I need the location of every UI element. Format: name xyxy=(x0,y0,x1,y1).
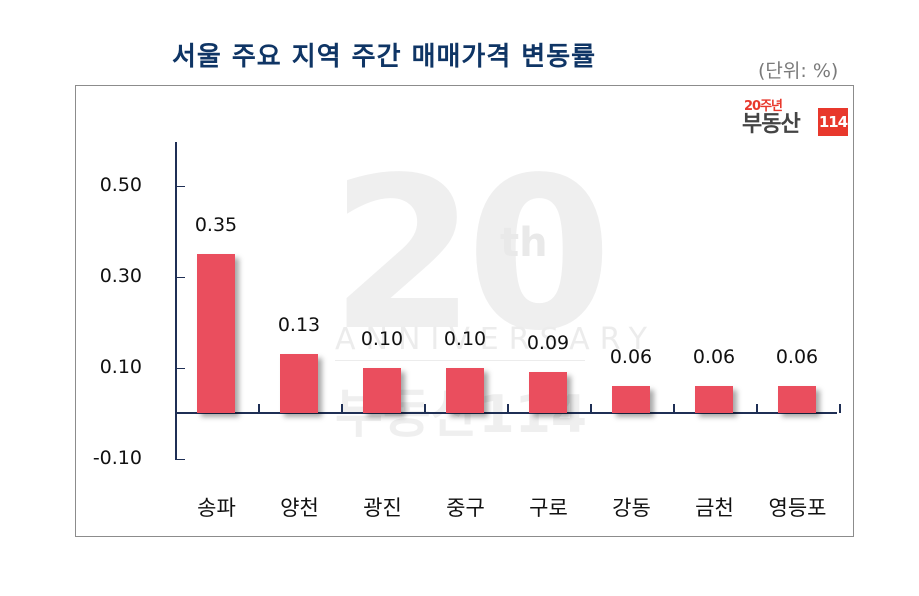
x-tick-mark xyxy=(839,404,841,413)
x-category-label: 금천 xyxy=(695,496,734,520)
y-tick-label: -0.10 xyxy=(92,446,142,469)
x-category-label: 광진 xyxy=(363,496,402,520)
x-category-label: 양천 xyxy=(280,496,319,520)
x-tick-mark xyxy=(507,404,509,413)
x-category-label: 송파 xyxy=(197,496,236,520)
y-tick-mark xyxy=(175,367,185,369)
bar-value-label: 0.06 xyxy=(692,345,736,368)
y-tick-mark xyxy=(175,458,185,460)
bar-value-label: 0.13 xyxy=(277,313,321,336)
x-category-label: 강동 xyxy=(612,496,651,520)
bar-value-label: 0.10 xyxy=(360,327,404,350)
x-tick-mark xyxy=(341,404,343,413)
bar xyxy=(280,353,318,413)
bar xyxy=(446,367,484,413)
logo-anniversary-text: 20주년 xyxy=(744,99,783,114)
bar-value-label: 0.06 xyxy=(775,345,819,368)
bar-value-label: 0.06 xyxy=(609,345,653,368)
x-category-label: 영등포 xyxy=(768,496,827,520)
x-tick-mark xyxy=(673,404,675,413)
x-tick-mark xyxy=(258,404,260,413)
y-tick-label: 0.30 xyxy=(99,264,142,287)
chart-frame xyxy=(75,85,854,537)
y-axis xyxy=(175,142,177,460)
y-tick-mark xyxy=(175,276,185,278)
x-axis xyxy=(175,412,837,414)
chart-title: 서울 주요 지역 주간 매매가격 변동률 xyxy=(172,42,597,72)
bar-value-label: 0.09 xyxy=(526,332,570,355)
y-tick-mark xyxy=(175,185,185,187)
x-category-label: 중구 xyxy=(446,496,485,520)
bar-value-label: 0.10 xyxy=(443,327,487,350)
bar xyxy=(695,385,733,413)
unit-label: (단위: %) xyxy=(758,60,839,82)
bar xyxy=(778,385,816,413)
x-tick-mark xyxy=(424,404,426,413)
bar xyxy=(612,385,650,413)
x-tick-mark xyxy=(756,404,758,413)
x-category-label: 구로 xyxy=(529,496,568,520)
logo-brand-text: 부동산 xyxy=(742,112,801,137)
bar xyxy=(363,367,401,413)
y-tick-label: 0.50 xyxy=(99,173,142,196)
bar xyxy=(197,253,235,413)
x-tick-mark xyxy=(590,404,592,413)
bar xyxy=(529,372,567,413)
y-tick-label: 0.10 xyxy=(99,355,142,378)
bar-value-label: 0.35 xyxy=(194,213,238,236)
brand-logo: 20주년 부동산 114 xyxy=(742,95,850,139)
logo-badge: 114 xyxy=(818,108,848,136)
